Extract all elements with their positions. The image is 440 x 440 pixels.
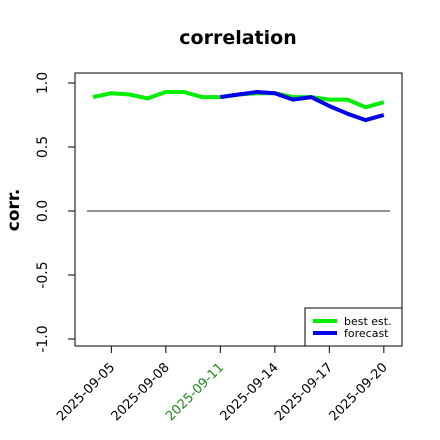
chart-title: correlation bbox=[179, 27, 296, 49]
legend-label: forecast bbox=[344, 327, 389, 340]
y-tick-label: -0.5 bbox=[35, 261, 51, 288]
legend-box bbox=[304, 307, 403, 347]
y-tick-label: 1.0 bbox=[35, 72, 51, 94]
x-axis: 2025-09-052025-09-082025-09-112025-09-14… bbox=[54, 346, 391, 424]
y-axis: -1.0 -0.5 0.0 0.5 1.0 bbox=[35, 72, 75, 353]
y-tick-label: 0.0 bbox=[35, 200, 51, 222]
series-line-forecast bbox=[220, 90, 385, 123]
y-tick-label: 0.5 bbox=[35, 136, 51, 158]
y-tick-label: -1.0 bbox=[35, 325, 51, 352]
y-axis-label: corr. bbox=[4, 189, 24, 232]
x-tick-label: 2025-09-20 bbox=[327, 360, 391, 424]
legend: best est.forecast bbox=[304, 307, 403, 347]
legend-label: best est. bbox=[344, 315, 392, 328]
plot-frame bbox=[74, 72, 403, 347]
series-lines bbox=[92, 90, 385, 123]
